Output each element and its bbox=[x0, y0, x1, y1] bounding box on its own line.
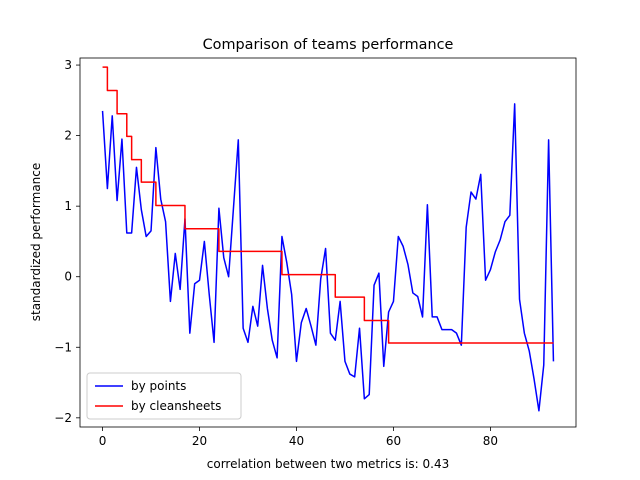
legend-box bbox=[86, 372, 242, 420]
x-axis-label: correlation between two metrics is: 0.43 bbox=[207, 457, 449, 471]
y-tick-label: 3 bbox=[64, 58, 72, 72]
y-axis-label: standardized performance bbox=[29, 163, 43, 322]
y-tick-label: −1 bbox=[54, 340, 72, 354]
legend: by points by cleansheets bbox=[86, 372, 242, 420]
x-tick-label: 40 bbox=[289, 434, 304, 448]
x-tick-label: 60 bbox=[386, 434, 401, 448]
y-tick-label: 2 bbox=[64, 129, 72, 143]
legend-label: by cleansheets bbox=[131, 399, 221, 413]
y-tick-label: 1 bbox=[64, 199, 72, 213]
x-tick-label: 20 bbox=[192, 434, 207, 448]
x-tick-label: 0 bbox=[99, 434, 107, 448]
chart-title: Comparison of teams performance bbox=[203, 37, 454, 53]
axes-frame bbox=[79, 57, 577, 428]
legend-label: by points bbox=[131, 379, 186, 393]
y-axis-ticks: −2 −1 0 1 2 3 bbox=[54, 58, 80, 425]
x-tick-label: 80 bbox=[483, 434, 498, 448]
series-line-by-cleansheets bbox=[102, 66, 554, 344]
x-axis-ticks: 0 20 40 60 80 bbox=[99, 427, 498, 448]
series-layer bbox=[101, 66, 555, 412]
series-line-by-points bbox=[101, 103, 555, 412]
y-tick-label: 0 bbox=[64, 270, 72, 284]
plot-area-border bbox=[79, 57, 577, 428]
y-tick-label: −2 bbox=[54, 411, 72, 425]
